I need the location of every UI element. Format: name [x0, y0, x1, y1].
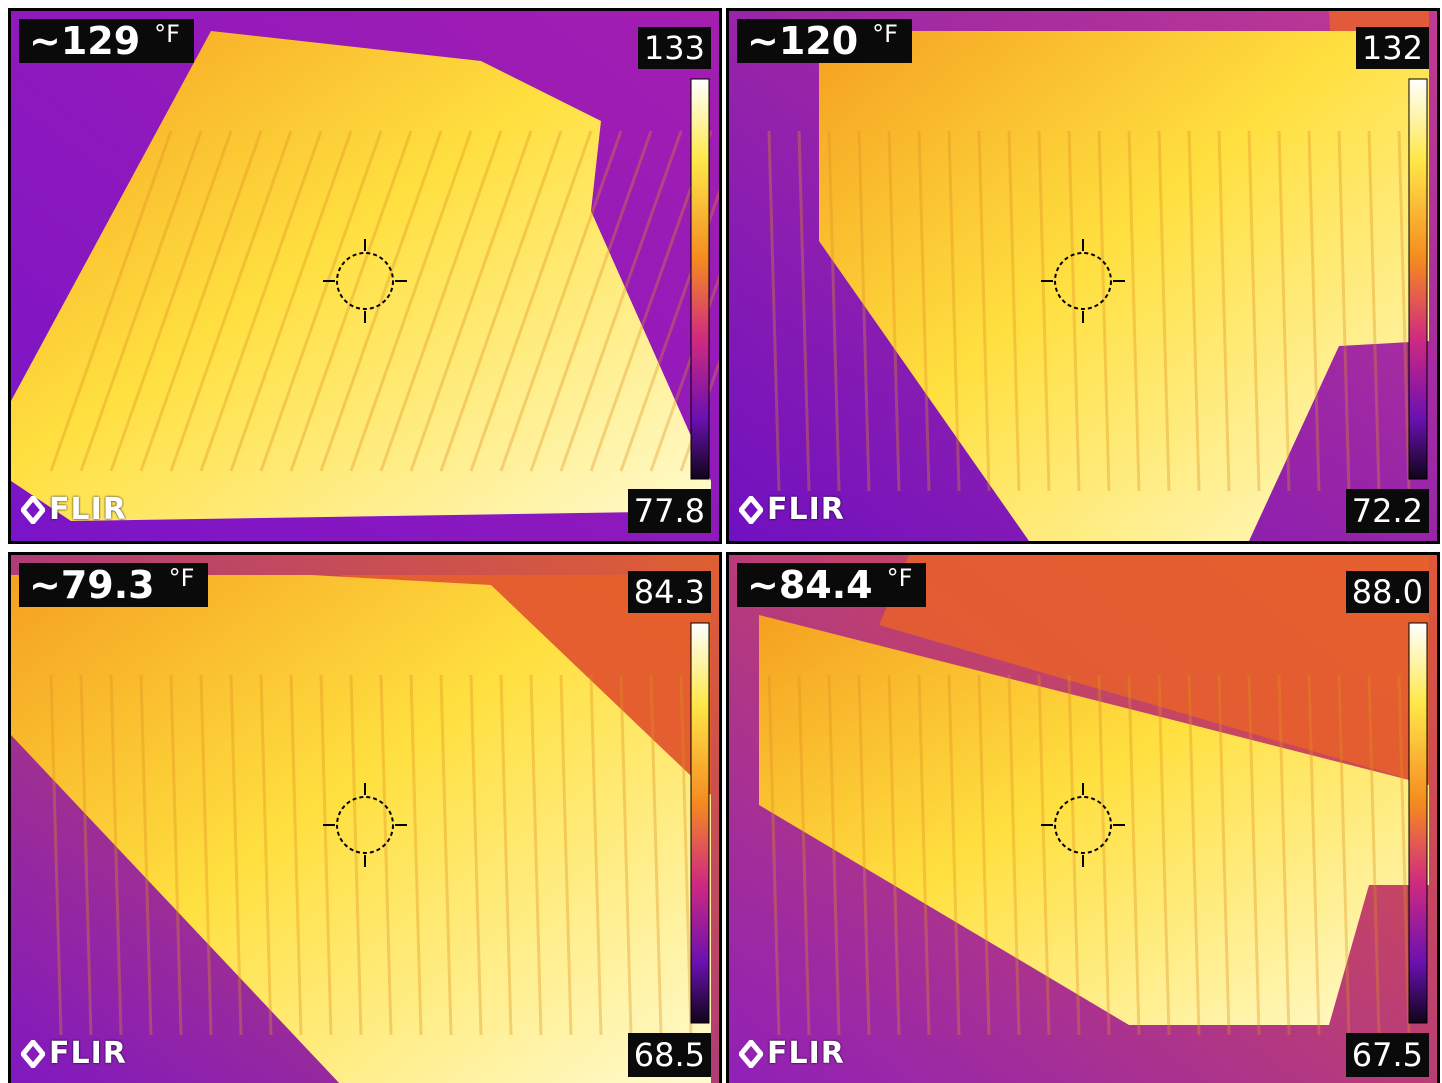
- logo-icon: [21, 496, 45, 524]
- scale-min: 68.5: [628, 1033, 711, 1077]
- scale-max: 84.3: [628, 571, 711, 613]
- logo-text: FLIR: [767, 1036, 845, 1071]
- spot-unit: °F: [154, 19, 180, 49]
- color-scale: [691, 79, 709, 479]
- spot-value: ~79.3: [29, 563, 155, 607]
- scale-min: 72.2: [1346, 489, 1429, 533]
- logo-icon: [739, 1040, 763, 1068]
- scale-max: 133: [638, 27, 711, 69]
- logo-diamond: [23, 498, 43, 522]
- thermal-image: [11, 555, 719, 1083]
- spot-unit: °F: [169, 563, 195, 593]
- thermal-image: [729, 11, 1437, 541]
- logo-diamond: [23, 1042, 43, 1066]
- logo: FLIR: [739, 492, 845, 527]
- logo-text: FLIR: [49, 1036, 127, 1071]
- color-scale: [1409, 623, 1427, 1023]
- spot-unit: °F: [872, 19, 898, 49]
- spot-temperature: ~79.3 °F: [19, 563, 208, 607]
- page: ~129 °F 133 77.8 FLIR ~120 °F 132 72.2 FLIR ~79.3 °…: [0, 0, 1442, 1083]
- spot-temperature: ~129 °F: [19, 19, 194, 63]
- color-scale: [691, 623, 709, 1023]
- scale-max: 132: [1356, 27, 1429, 69]
- spot-temperature: ~84.4 °F: [737, 563, 926, 607]
- spot-value: ~120: [747, 19, 858, 63]
- scale-min: 67.5: [1346, 1033, 1429, 1077]
- scale-max: 88.0: [1346, 571, 1429, 613]
- logo-text: FLIR: [49, 492, 127, 527]
- scale-min: 77.8: [628, 489, 711, 533]
- spot-unit: °F: [887, 563, 913, 593]
- thermal-panel: ~120 °F 132 72.2 FLIR: [726, 8, 1440, 544]
- thermal-panel: ~129 °F 133 77.8 FLIR: [8, 8, 722, 544]
- logo-icon: [739, 496, 763, 524]
- thermal-panel: ~79.3 °F 84.3 68.5 FLIR: [8, 552, 722, 1083]
- spot-value: ~129: [29, 19, 140, 63]
- thermal-image: [11, 11, 719, 541]
- thermal-panel: ~84.4 °F 88.0 67.5 FLIR: [726, 552, 1440, 1083]
- logo-icon: [21, 1040, 45, 1068]
- color-scale: [1409, 79, 1427, 479]
- logo: FLIR: [739, 1036, 845, 1071]
- thermal-image: [729, 555, 1437, 1083]
- spot-temperature: ~120 °F: [737, 19, 912, 63]
- logo-diamond: [741, 498, 761, 522]
- logo: FLIR: [21, 492, 127, 527]
- logo-diamond: [741, 1042, 761, 1066]
- spot-value: ~84.4: [747, 563, 873, 607]
- logo-text: FLIR: [767, 492, 845, 527]
- logo: FLIR: [21, 1036, 127, 1071]
